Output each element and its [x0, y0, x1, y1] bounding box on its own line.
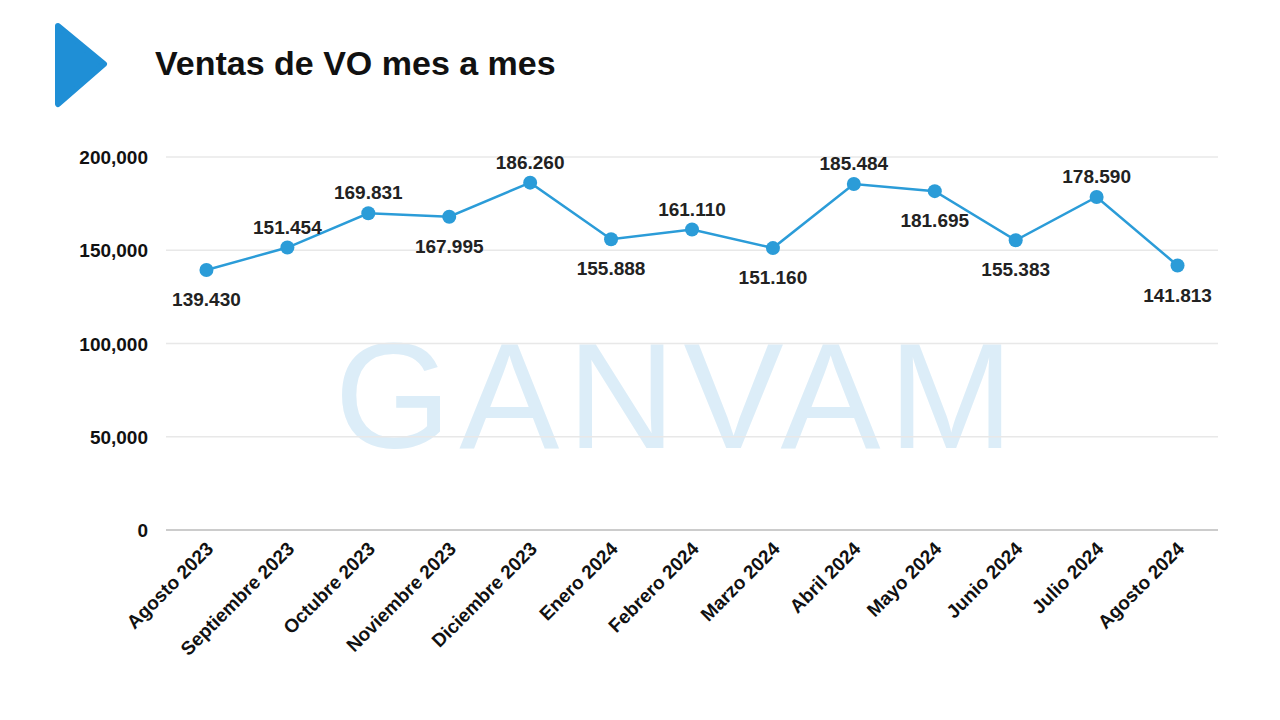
grid-line [166, 343, 1218, 345]
point [1009, 233, 1023, 247]
chart: Ventas de VO mes a mes GANVAM 0 50,000 100,0… [0, 0, 1280, 720]
line [206, 183, 1177, 270]
x-tick-label: Julio 2024 [1028, 538, 1108, 618]
x-tick-label: Junio 2024 [942, 538, 1027, 623]
point [1171, 259, 1185, 273]
x-tick-label: Enero 2024 [535, 538, 622, 625]
x-tick-label: Diciembre 2023 [428, 538, 541, 651]
grid-line [166, 436, 1218, 438]
grid-line [166, 250, 1218, 252]
data-label: 155.383 [981, 259, 1050, 280]
x-tick-label: Abril 2024 [786, 538, 865, 617]
point [847, 177, 861, 191]
data-label: 181.695 [900, 210, 969, 231]
point [442, 210, 456, 224]
data-label: 178.590 [1062, 166, 1131, 187]
data-label: 141.813 [1143, 285, 1212, 306]
point [685, 223, 699, 237]
grid-line [166, 529, 1218, 531]
point [604, 232, 618, 246]
y-tick-label: 50,000 [90, 427, 148, 448]
point [361, 206, 375, 220]
x-tick-label: Septiembre 2023 [177, 538, 299, 660]
data-label: 161.110 [658, 199, 726, 220]
data-label: 169.831 [334, 182, 403, 203]
point [523, 176, 537, 190]
point [280, 241, 294, 255]
y-tick-label: 100,000 [79, 334, 148, 355]
data-label: 151.454 [253, 217, 322, 238]
data-label: 185.484 [820, 153, 889, 174]
y-tick-label: 200,000 [79, 147, 148, 168]
data-label: 151.160 [739, 267, 808, 288]
x-tick-label: Febrero 2024 [604, 538, 703, 637]
data-label: 155.888 [577, 258, 646, 279]
point [1090, 190, 1104, 204]
data-label: 139.430 [172, 289, 241, 310]
data-label: 186.260 [496, 152, 565, 173]
title-icon [58, 26, 104, 104]
y-tick-label: 0 [137, 520, 148, 541]
grid-line [166, 156, 1218, 158]
watermark: GANVAM [335, 312, 1022, 480]
data-label: 167.995 [415, 236, 484, 257]
point [199, 263, 213, 277]
point [766, 241, 780, 255]
point [928, 184, 942, 198]
x-tick-label: Agosto 2024 [1094, 538, 1189, 633]
x-tick-label: Mayo 2024 [863, 538, 946, 621]
x-tick-label: Marzo 2024 [696, 538, 784, 626]
y-tick-label: 150,000 [79, 240, 148, 261]
title: Ventas de VO mes a mes [155, 44, 556, 82]
